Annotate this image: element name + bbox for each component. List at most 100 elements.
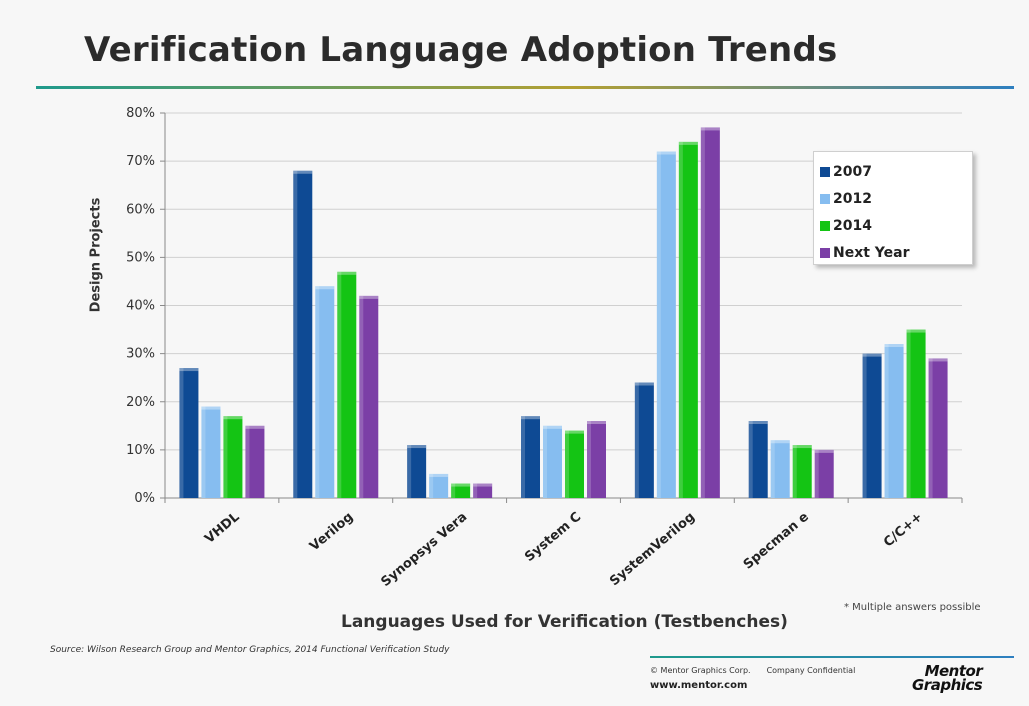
bar-highlight bbox=[407, 445, 412, 498]
bar-highlight bbox=[429, 473, 434, 498]
legend-label-2012: 2012 bbox=[833, 190, 872, 207]
copyright-line: © Mentor Graphics Corp. Company Confident… bbox=[650, 666, 855, 675]
legend-item-2012: 2012 bbox=[820, 185, 972, 212]
bar-cap bbox=[407, 445, 427, 449]
bar-cap bbox=[770, 440, 790, 444]
bar-synopsys-vera-2012 bbox=[429, 473, 449, 498]
bar-specman-e-2014 bbox=[792, 445, 812, 498]
website-link[interactable]: www.mentor.com bbox=[650, 680, 748, 691]
bar-cap bbox=[814, 449, 834, 453]
bar-highlight bbox=[521, 416, 525, 498]
bar-cap bbox=[337, 271, 357, 275]
bar-cap bbox=[179, 368, 199, 372]
legend-label-2007: 2007 bbox=[833, 163, 872, 180]
legend-item-next-year: Next Year bbox=[820, 239, 972, 266]
bar-synopsys-vera-2007 bbox=[407, 445, 427, 498]
bar-highlight bbox=[700, 127, 705, 498]
legend-label-2014: 2014 bbox=[833, 217, 872, 234]
bar-specman-e-2012 bbox=[770, 440, 790, 498]
legend-item-2014: 2014 bbox=[820, 212, 972, 239]
title-divider bbox=[36, 86, 1014, 89]
x-tick-label: C/C++ bbox=[881, 510, 926, 551]
bar-c-c--2014 bbox=[906, 329, 926, 498]
bar-c-c--next-year bbox=[928, 358, 948, 498]
mentor-graphics-logo: Mentor Graphics bbox=[912, 664, 983, 694]
bar-cap bbox=[906, 329, 926, 333]
bar-system-c-2014 bbox=[565, 430, 584, 498]
bar-cap bbox=[700, 127, 720, 131]
x-tick-label: Synopsys Vera bbox=[378, 510, 470, 590]
bar-cap bbox=[656, 151, 676, 155]
bar-vhdl-next-year bbox=[245, 425, 265, 498]
y-tick-label: 40% bbox=[126, 299, 155, 314]
bar-cap bbox=[293, 170, 313, 174]
bar-cap bbox=[862, 353, 882, 357]
bar-highlight bbox=[792, 445, 797, 498]
bar-verilog-2007 bbox=[293, 170, 313, 498]
bar-c-c--2012 bbox=[884, 344, 904, 498]
bar-highlight bbox=[451, 483, 456, 498]
legend-swatch-2012 bbox=[820, 193, 830, 204]
bar-highlight bbox=[906, 329, 911, 498]
y-tick-label: 10% bbox=[126, 443, 155, 458]
y-tick-label: 0% bbox=[134, 491, 155, 506]
bar-highlight bbox=[473, 483, 478, 498]
y-axis-title: Design Projects bbox=[88, 197, 104, 313]
bar-system-c-next-year bbox=[587, 421, 606, 498]
bar-specman-e-next-year bbox=[814, 449, 834, 498]
bar-cap bbox=[565, 430, 584, 434]
bar-highlight bbox=[862, 353, 867, 498]
bar-highlight bbox=[359, 295, 364, 498]
footer-divider bbox=[650, 656, 1014, 658]
legend-item-2007: 2007 bbox=[820, 158, 972, 185]
bar-highlight bbox=[543, 425, 547, 498]
bar-cap bbox=[223, 416, 243, 420]
bar-vhdl-2007 bbox=[179, 368, 199, 498]
copyright-text: © Mentor Graphics Corp. bbox=[650, 666, 751, 675]
bar-highlight bbox=[245, 425, 250, 498]
legend-swatch-2007 bbox=[820, 166, 830, 177]
bar-cap bbox=[315, 286, 335, 290]
bar-highlight bbox=[293, 170, 298, 498]
bar-highlight bbox=[770, 440, 775, 498]
x-tick-label: Specman e bbox=[741, 509, 812, 572]
x-tick-label: VHDL bbox=[202, 510, 242, 547]
bar-highlight bbox=[337, 271, 342, 498]
legend-swatch-2014 bbox=[820, 220, 830, 231]
bar-highlight bbox=[748, 421, 753, 498]
y-tick-label: 50% bbox=[126, 250, 155, 265]
bar-highlight bbox=[678, 141, 683, 498]
bar-synopsys-vera-next-year bbox=[473, 483, 493, 498]
legend-swatch-next-year bbox=[820, 247, 830, 258]
y-tick-label: 70% bbox=[126, 154, 155, 169]
bar-cap bbox=[587, 421, 606, 424]
x-tick-label: System C bbox=[522, 510, 584, 565]
bar-highlight bbox=[223, 416, 228, 498]
bar-synopsys-vera-2014 bbox=[451, 483, 471, 498]
bar-cap bbox=[884, 344, 904, 347]
slide-title: Verification Language Adoption Trends bbox=[84, 30, 838, 70]
bar-verilog-2014 bbox=[337, 271, 357, 498]
x-tick-label: SystemVerilog bbox=[607, 510, 698, 590]
bar-cap bbox=[521, 416, 540, 420]
legend-label-next-year: Next Year bbox=[833, 244, 910, 261]
y-tick-label: 60% bbox=[126, 202, 155, 217]
y-tick-label: 80% bbox=[126, 106, 155, 121]
bar-systemverilog-2007 bbox=[634, 382, 654, 498]
bar-vhdl-2014 bbox=[223, 416, 243, 498]
bar-highlight bbox=[656, 151, 661, 498]
bar-highlight bbox=[315, 286, 320, 498]
confidential-text: Company Confidential bbox=[766, 666, 856, 675]
bar-cap bbox=[634, 382, 654, 386]
chart-legend: 2007 2012 2014 Next Year bbox=[813, 151, 973, 265]
bar-cap bbox=[792, 445, 812, 449]
bar-verilog-2012 bbox=[315, 286, 335, 498]
bar-highlight bbox=[201, 406, 206, 498]
logo-word-graphics: Graphics bbox=[912, 676, 983, 694]
bar-highlight bbox=[928, 358, 933, 498]
bar-c-c--2007 bbox=[862, 353, 882, 498]
bar-systemverilog-2012 bbox=[656, 151, 676, 498]
bar-highlight bbox=[634, 382, 639, 498]
bar-cap bbox=[359, 295, 379, 299]
